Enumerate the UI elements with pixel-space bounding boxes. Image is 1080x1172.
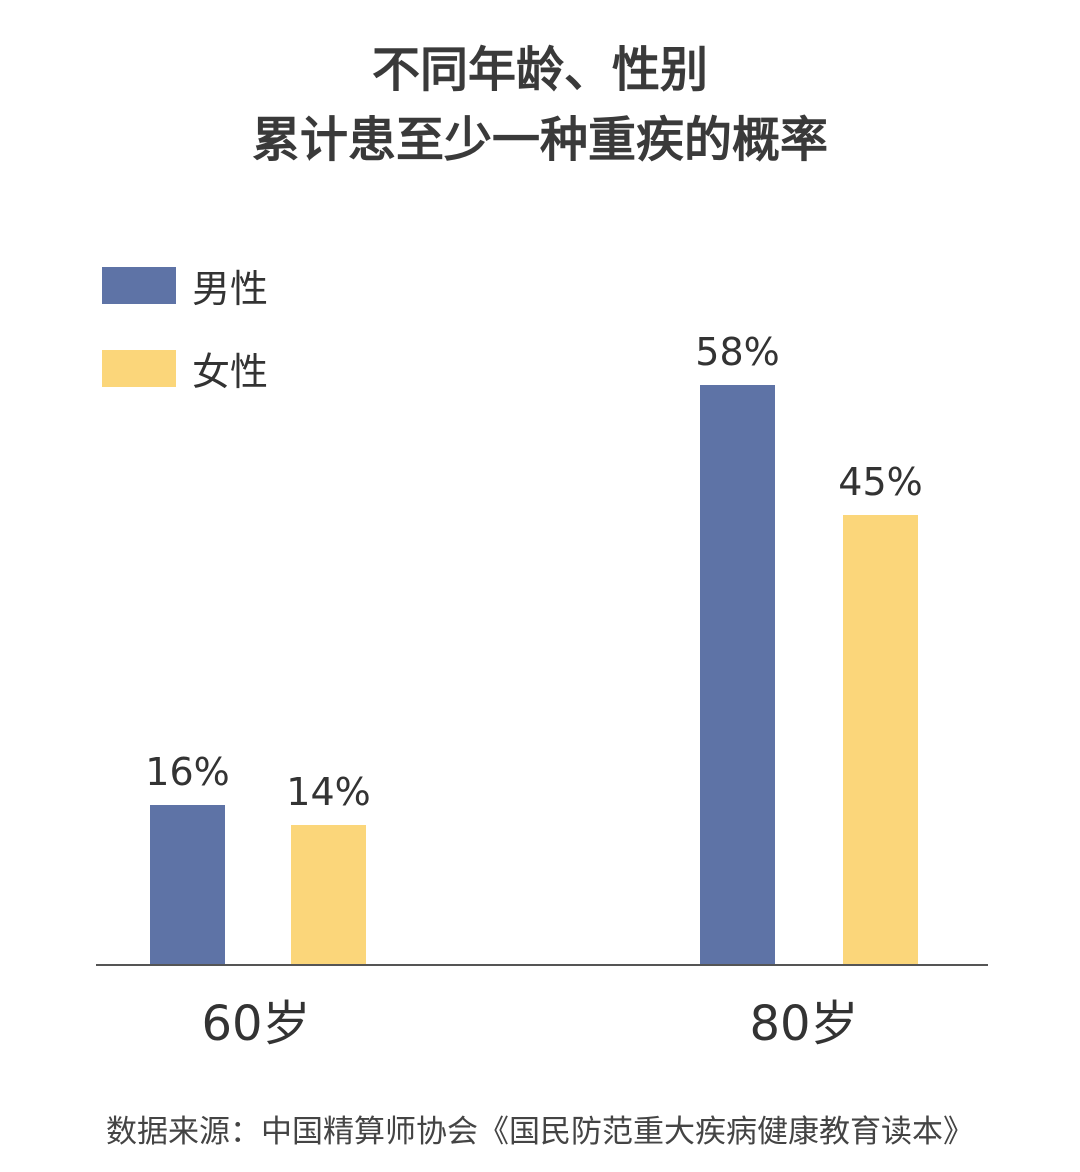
data-source-note: 数据来源：中国精算师协会《国民防范重大疾病健康教育读本》 [106,1114,974,1150]
data-label-female-1: 45% [838,460,922,504]
data-label-female-0: 14% [286,770,370,814]
legend-swatch-female [102,349,176,387]
bar-female-0 [291,825,366,965]
legend-swatch-male [102,266,176,304]
bar-male-1 [700,385,775,965]
bar-female-1 [843,515,918,965]
bar-male-0 [150,805,225,965]
chart-title-line-2: 累计患至少一种重疾的概率 [251,112,828,168]
legend-item-male: 男性 [102,265,268,311]
legend-item-female: 女性 [102,348,268,394]
chart-title-line-1: 不同年龄、性别 [371,42,708,98]
x-tick-label-1: 80岁 [749,996,858,1052]
legend-label-male: 男性 [192,266,269,311]
x-tick-label-0: 60岁 [201,996,310,1052]
legend-label-female: 女性 [192,349,269,394]
data-label-male-0: 16% [145,750,229,794]
data-label-male-1: 58% [695,330,779,374]
